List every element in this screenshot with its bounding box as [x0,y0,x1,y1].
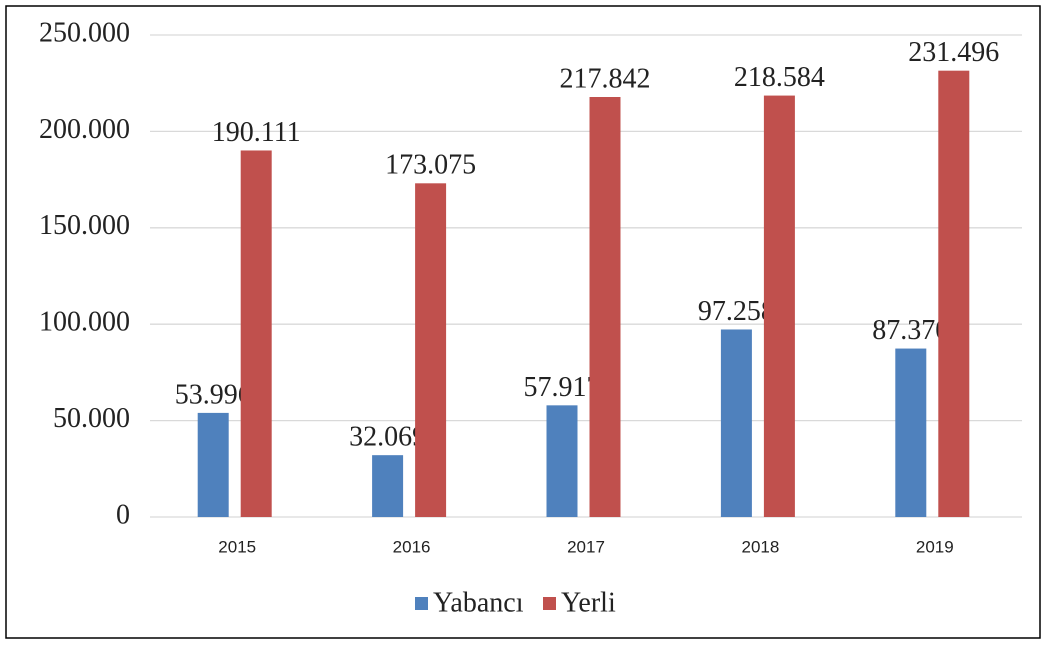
x-tick-label: 2018 [741,537,779,556]
bar [589,97,621,518]
y-tick-label: 150.000 [39,210,130,241]
value-label: 32.069 [349,422,426,453]
legend-label: Yerli [561,587,616,618]
value-label: 97.258 [698,296,775,327]
bar [938,70,970,517]
bar [197,412,229,517]
legend-swatch [415,597,428,610]
value-label: 87.370 [872,315,949,346]
value-label: 53.996 [175,379,252,410]
chart-border [5,5,1041,639]
value-label: 231.496 [908,37,999,68]
y-tick-label: 0 [116,499,130,530]
y-tick-label: 250.000 [39,17,130,48]
legend-swatch [543,597,556,610]
bar [546,405,578,517]
y-tick-label: 200.000 [39,114,130,145]
value-label: 218.584 [734,62,825,93]
value-label: 190.111 [212,117,301,148]
bar [372,455,404,517]
value-label: 217.842 [560,63,651,94]
bar [240,150,272,517]
x-tick-label: 2019 [916,537,954,556]
x-tick-label: 2015 [218,537,256,556]
value-label: 57.917 [524,372,601,403]
y-tick-label: 100.000 [39,307,130,338]
bar [895,348,927,517]
x-tick-label: 2016 [393,537,431,556]
y-tick-label: 50.000 [53,403,130,434]
legend-label: Yabancı [433,587,524,618]
bar [415,183,447,517]
bar [720,329,752,517]
value-label: 173.075 [385,150,476,181]
bar [763,95,795,518]
x-tick-label: 2017 [567,537,605,556]
